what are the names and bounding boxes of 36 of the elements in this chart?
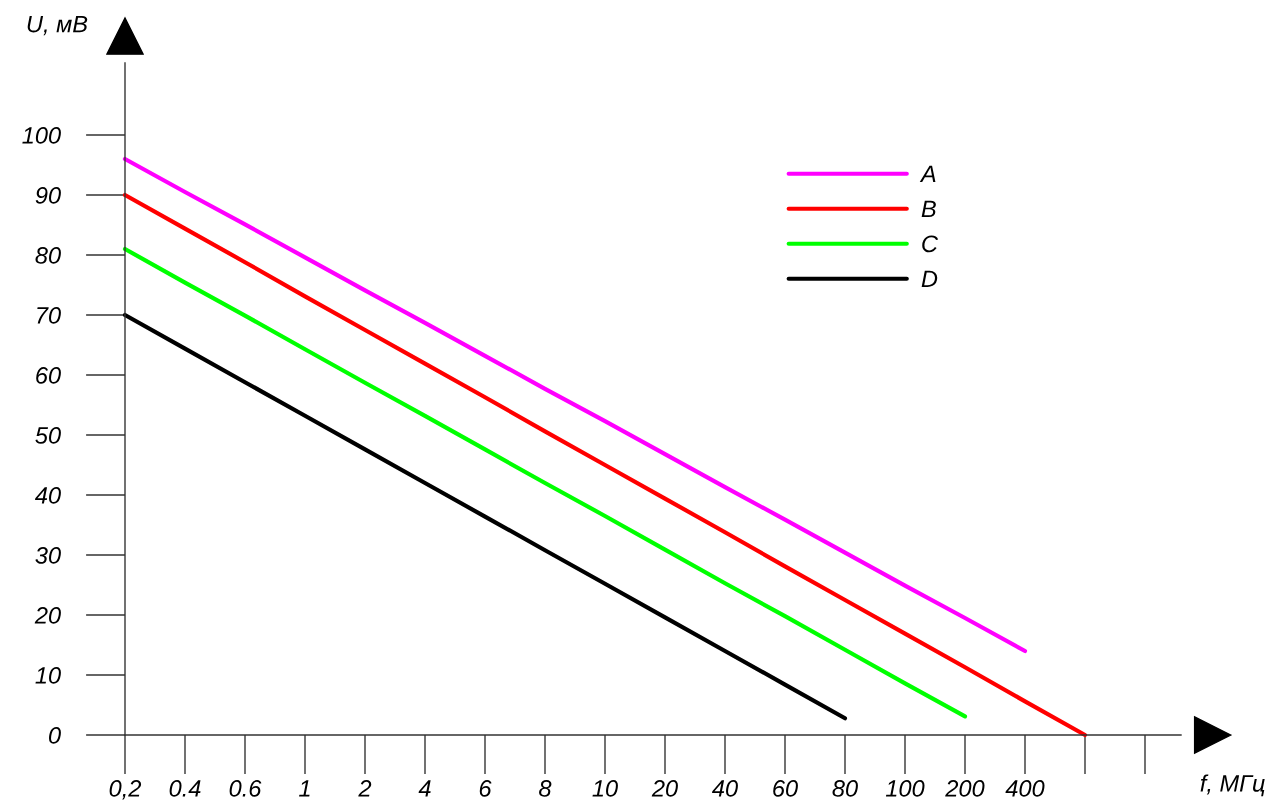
line-series	[122, 312, 848, 721]
x-axis-title: f, МГц	[1200, 774, 1265, 797]
x-tick-label: 80	[832, 780, 858, 797]
x-tick-label: 2	[358, 780, 372, 797]
y-tick-label: 40	[35, 487, 61, 504]
x-tick-label: 20	[651, 780, 678, 797]
y-tick-label: 20	[34, 607, 61, 624]
x-tick-label: 1	[299, 780, 310, 797]
y-tick-label: 70	[37, 307, 61, 324]
legend-label: D	[921, 270, 938, 287]
x-tick-label: 0.6	[229, 780, 262, 797]
y-tick-label: 50	[35, 427, 61, 444]
y-tick-label: 10	[35, 667, 61, 684]
line-series	[122, 156, 1028, 654]
x-tick-label: 8	[539, 780, 552, 797]
line-series	[122, 192, 1088, 738]
x-tick-label: 10	[592, 780, 618, 797]
legend-label: C	[922, 235, 939, 253]
y-axis-title: U, мВ	[27, 15, 88, 36]
x-tick-label: 6	[479, 780, 492, 797]
y-tick-label: 90	[35, 187, 61, 204]
y-tick-label: 100	[22, 127, 61, 144]
y-tick-label: 0	[49, 727, 61, 744]
y-tick-label: 80	[35, 247, 61, 264]
x-tick-label: 200	[945, 780, 985, 797]
x-tick-label: 60	[773, 780, 798, 797]
legend-label: A	[919, 165, 936, 182]
x-tick-label: 100	[885, 780, 925, 797]
x-tick-label: 0,2	[109, 780, 142, 800]
legend-label: B	[921, 200, 936, 217]
y-tick-label: 60	[36, 367, 61, 384]
x-tick-label: 40	[712, 780, 738, 797]
x-tick-label: 0.4	[169, 780, 201, 797]
x-tick-label: 4	[418, 780, 431, 797]
y-tick-label: 30	[35, 547, 61, 564]
x-tick-label: 400	[1005, 780, 1045, 797]
